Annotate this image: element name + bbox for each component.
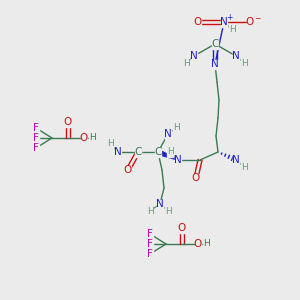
- Text: O: O: [80, 133, 88, 143]
- Text: N: N: [156, 199, 164, 209]
- FancyBboxPatch shape: [212, 59, 218, 68]
- FancyBboxPatch shape: [203, 239, 209, 248]
- FancyBboxPatch shape: [165, 130, 171, 139]
- FancyBboxPatch shape: [241, 163, 247, 172]
- Text: +: +: [226, 13, 232, 22]
- Text: −: −: [254, 14, 260, 23]
- FancyBboxPatch shape: [147, 230, 153, 238]
- FancyBboxPatch shape: [135, 148, 141, 157]
- Text: O: O: [124, 165, 132, 175]
- Text: O: O: [192, 173, 200, 183]
- Text: H: H: [202, 239, 209, 248]
- Text: F: F: [147, 249, 153, 259]
- Text: N: N: [220, 17, 228, 27]
- Text: O: O: [194, 17, 202, 27]
- FancyBboxPatch shape: [233, 52, 239, 61]
- Text: H: H: [172, 124, 179, 133]
- Text: H: H: [241, 163, 248, 172]
- Text: H: H: [229, 26, 236, 34]
- FancyBboxPatch shape: [147, 206, 153, 215]
- Text: C: C: [154, 147, 162, 157]
- FancyBboxPatch shape: [195, 239, 201, 248]
- FancyBboxPatch shape: [65, 118, 71, 127]
- FancyBboxPatch shape: [165, 206, 171, 215]
- Text: F: F: [33, 123, 39, 133]
- Text: N: N: [164, 129, 172, 139]
- Text: H: H: [147, 206, 153, 215]
- Text: O: O: [178, 223, 186, 233]
- FancyBboxPatch shape: [33, 124, 39, 133]
- Text: N: N: [174, 155, 182, 165]
- FancyBboxPatch shape: [155, 148, 161, 157]
- Text: C: C: [134, 147, 142, 157]
- Text: O: O: [194, 239, 202, 249]
- FancyBboxPatch shape: [179, 224, 185, 232]
- FancyBboxPatch shape: [233, 155, 239, 164]
- FancyBboxPatch shape: [191, 52, 197, 61]
- FancyBboxPatch shape: [115, 148, 121, 157]
- Text: H: H: [165, 206, 171, 215]
- FancyBboxPatch shape: [81, 134, 87, 142]
- FancyBboxPatch shape: [175, 155, 181, 164]
- FancyBboxPatch shape: [147, 250, 153, 259]
- Text: F: F: [33, 133, 39, 143]
- FancyBboxPatch shape: [195, 17, 201, 26]
- FancyBboxPatch shape: [167, 148, 173, 157]
- FancyBboxPatch shape: [193, 173, 199, 182]
- Text: O: O: [64, 117, 72, 127]
- FancyBboxPatch shape: [107, 140, 113, 148]
- Text: F: F: [147, 229, 153, 239]
- Text: F: F: [33, 143, 39, 153]
- Text: N: N: [232, 155, 240, 165]
- FancyBboxPatch shape: [241, 58, 247, 68]
- Text: H: H: [106, 140, 113, 148]
- Polygon shape: [157, 150, 178, 160]
- FancyBboxPatch shape: [173, 124, 179, 133]
- Text: N: N: [211, 59, 219, 69]
- FancyBboxPatch shape: [33, 143, 39, 152]
- FancyBboxPatch shape: [183, 58, 189, 68]
- Text: O: O: [246, 17, 254, 27]
- FancyBboxPatch shape: [212, 40, 218, 49]
- Text: H: H: [88, 134, 95, 142]
- Text: F: F: [147, 239, 153, 249]
- FancyBboxPatch shape: [125, 166, 131, 175]
- FancyBboxPatch shape: [147, 239, 153, 248]
- FancyBboxPatch shape: [89, 134, 95, 142]
- FancyBboxPatch shape: [157, 200, 163, 208]
- Text: N: N: [232, 51, 240, 61]
- Text: N: N: [190, 51, 198, 61]
- FancyBboxPatch shape: [247, 17, 253, 26]
- FancyBboxPatch shape: [229, 26, 235, 34]
- FancyBboxPatch shape: [33, 134, 39, 142]
- Text: H: H: [183, 58, 189, 68]
- FancyBboxPatch shape: [221, 17, 227, 26]
- Text: N: N: [114, 147, 122, 157]
- Text: H: H: [167, 148, 173, 157]
- Text: C: C: [211, 39, 219, 49]
- Text: H: H: [241, 58, 248, 68]
